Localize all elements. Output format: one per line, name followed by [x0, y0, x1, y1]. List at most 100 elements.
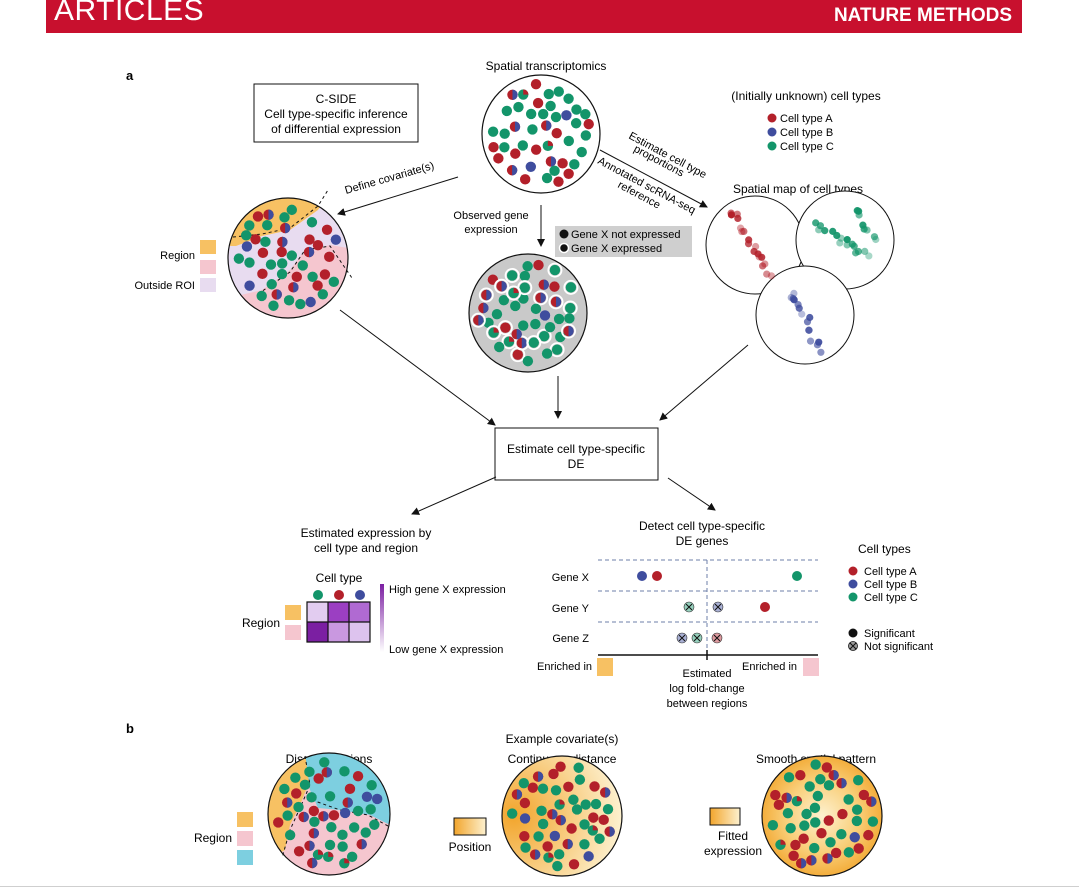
- heatmap-cell-r2c1: [307, 622, 328, 642]
- cell-dot: [548, 294, 564, 310]
- cell-dot: [519, 174, 531, 185]
- arrow-estimate-proportions: [599, 149, 708, 208]
- cell-dot: [509, 121, 521, 132]
- cell-dot: [576, 146, 587, 158]
- cell-dot: [580, 109, 591, 120]
- cell-dot: [532, 97, 544, 109]
- cell-dot: [804, 781, 815, 792]
- journal-header: ARTICLES NATURE METHODS: [46, 0, 1022, 33]
- cell-dot: [328, 810, 340, 821]
- fitted-label-line-2: expression: [704, 844, 762, 858]
- map-dot: [803, 318, 812, 326]
- cell-dot: [538, 279, 549, 290]
- cell-dot: [324, 791, 336, 802]
- cell-dot: [549, 342, 565, 358]
- cell-dot: [290, 772, 301, 783]
- cell-dot: [587, 825, 598, 836]
- cell-dot: [571, 804, 583, 815]
- cell-dot: [851, 815, 863, 827]
- cell-dot: [547, 809, 558, 820]
- heatmap-cell-r2c3: [349, 622, 370, 642]
- cell-dot: [795, 858, 807, 869]
- de-legend-dot-a: [848, 566, 858, 576]
- cell-dot: [244, 280, 255, 291]
- cell-dot: [265, 259, 277, 270]
- arrow-left-to-estimate: [339, 309, 496, 426]
- panel-a-label: a: [126, 68, 134, 83]
- cell-dot: [552, 860, 563, 872]
- estimate-de-box: [494, 427, 659, 481]
- cell-dot: [550, 785, 562, 796]
- cell-dot: [851, 804, 863, 815]
- cell-dot: [307, 271, 318, 282]
- cell-dot: [539, 310, 551, 321]
- cell-dot: [530, 318, 541, 330]
- heatmap-cell-r1c2: [328, 602, 349, 622]
- spatial-transcriptomics-title: Spatial transcriptomics: [486, 59, 607, 73]
- cell-dot: [276, 258, 288, 269]
- cell-dot: [822, 853, 833, 864]
- cell-dot: [293, 846, 305, 857]
- significant-label: Significant: [864, 628, 915, 640]
- region-swatch: [200, 240, 216, 254]
- cell-dot: [493, 153, 504, 164]
- cell-dot: [339, 766, 350, 777]
- arrow-to-de-genes: [667, 477, 716, 511]
- cell-dot: [498, 294, 510, 306]
- cside-box: [253, 83, 419, 143]
- map-dot: [763, 270, 771, 278]
- cell-dot: [321, 224, 333, 235]
- cell-dot: [836, 829, 847, 840]
- cell-dot: [543, 852, 554, 863]
- de-point-significant: [637, 571, 647, 581]
- cell-dot: [506, 165, 518, 176]
- cell-dot: [352, 771, 364, 782]
- cell-dot: [304, 840, 315, 851]
- cell-dot: [562, 300, 578, 316]
- cell-dot: [308, 828, 320, 839]
- cell-dot: [279, 212, 290, 223]
- de-point-cross: [713, 634, 721, 642]
- cell-dot: [563, 135, 574, 147]
- map-dot: [855, 211, 863, 219]
- heatmap-col-b: [355, 590, 365, 600]
- cell-dot: [318, 811, 329, 822]
- cell-dot: [530, 144, 542, 155]
- heatmap-region-label: Region: [242, 616, 280, 630]
- cell-dot: [291, 271, 302, 283]
- cell-dot: [579, 819, 590, 830]
- cell-dot: [533, 290, 549, 306]
- cell-dot: [369, 819, 380, 830]
- cell-dot: [812, 790, 824, 802]
- cell-dot: [518, 320, 529, 331]
- cell-dot: [547, 262, 563, 278]
- cell-dot: [562, 838, 573, 850]
- de-legend-dot-c: [848, 592, 858, 602]
- cell-dot: [598, 814, 609, 826]
- cell-dot: [525, 108, 537, 120]
- map-dot: [836, 239, 844, 247]
- cell-dot: [798, 833, 809, 844]
- de-point-cross: [678, 634, 686, 642]
- cell-dot: [791, 796, 803, 807]
- map-dot: [805, 326, 813, 334]
- cell-dot: [305, 296, 316, 308]
- estimate-box-line-1: Estimate cell type-specific: [507, 442, 645, 456]
- cell-dot: [308, 805, 320, 817]
- heatmap-col-c: [313, 590, 323, 600]
- cell-dot: [853, 774, 864, 786]
- de-point-significant: [760, 602, 770, 612]
- cell-types-legend-title: Cell types: [858, 542, 911, 556]
- cell-dot: [564, 313, 575, 324]
- map-dot: [854, 247, 862, 256]
- cell-dot: [309, 816, 320, 827]
- arrow-map-to-estimate: [659, 344, 749, 421]
- cell-dot: [506, 285, 522, 301]
- region-label: Region: [160, 250, 195, 262]
- map-dot: [865, 252, 873, 260]
- de-legend-type-c: Cell type C: [864, 592, 918, 604]
- cell-dot: [520, 842, 531, 853]
- panel-b-label: b: [126, 721, 134, 736]
- cell-dot: [293, 801, 304, 813]
